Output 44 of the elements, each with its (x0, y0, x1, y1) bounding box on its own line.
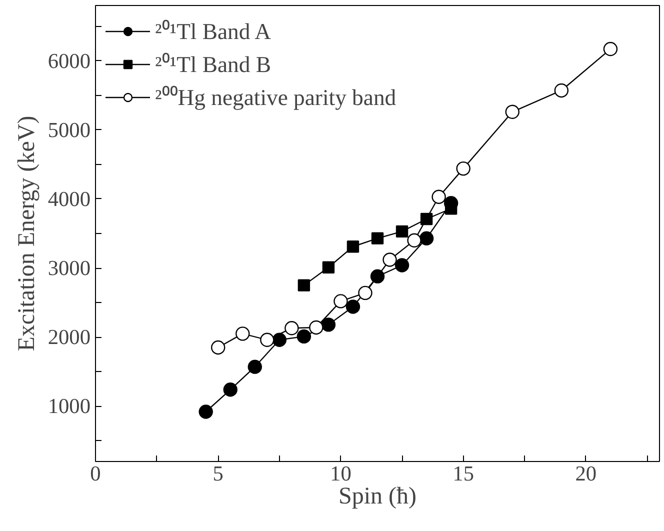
point (284, 321, 299, 336)
point (371, 232, 384, 244)
point (334, 294, 348, 308)
point (248, 360, 262, 374)
point (346, 300, 360, 314)
point (223, 382, 238, 397)
legend-label: ²⁰¹Tl Band B (155, 51, 271, 79)
legend-label: ²⁰¹Tl Band A (155, 18, 271, 46)
x-tick-label: 20 (575, 462, 597, 486)
y-tick-label: 4000 (48, 186, 90, 211)
legend-label: ²⁰⁰Hg negative parity band (155, 84, 396, 112)
y-tick-label: 2000 (48, 325, 90, 350)
y-axis-title: Excitation Energy (keV) (14, 116, 40, 352)
x-tick-label: 5 (212, 462, 224, 486)
x-tick-label: 0 (90, 462, 101, 486)
y-tick-label: 6000 (48, 48, 90, 73)
point (236, 326, 250, 341)
point (298, 279, 310, 292)
point (407, 233, 422, 248)
y-tick-label: 3000 (48, 256, 90, 280)
x-tick-label: 15 (452, 462, 474, 486)
x-tick-label: 10 (330, 462, 352, 486)
y-tick-label: 1000 (48, 394, 90, 418)
point (370, 269, 385, 284)
point (432, 190, 446, 204)
point (309, 320, 324, 335)
point (554, 83, 569, 98)
point (321, 318, 336, 332)
y-tick-label: 5000 (48, 118, 90, 142)
point (296, 329, 312, 344)
point (260, 332, 274, 347)
point (198, 404, 213, 419)
point (419, 231, 434, 246)
point (358, 286, 372, 300)
point (346, 240, 360, 253)
point (322, 261, 335, 274)
x-axis-title: Spin (ħ) (338, 484, 416, 510)
point (456, 161, 470, 176)
point (382, 252, 397, 267)
point (394, 258, 410, 272)
point (211, 340, 226, 355)
point (603, 42, 618, 56)
point (505, 104, 520, 119)
point (396, 225, 408, 238)
